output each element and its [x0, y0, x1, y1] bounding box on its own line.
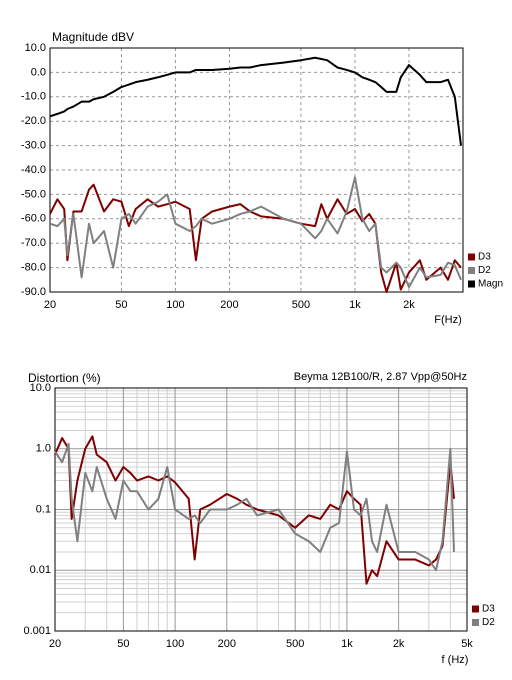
- legend-swatch: [468, 253, 475, 261]
- y-tick-label: -80.0: [21, 262, 46, 274]
- legend-swatch: [472, 619, 479, 626]
- chart-title: Magnitude dBV: [52, 30, 134, 44]
- y-tick-label: -50.0: [21, 188, 46, 200]
- x-tick-label: 500: [286, 638, 304, 650]
- x-tick-label: 20: [44, 299, 56, 311]
- x-tick-label: 100: [166, 638, 184, 650]
- x-tick-label: 1k: [349, 299, 361, 311]
- legend-swatch: [468, 280, 475, 288]
- y-tick-label: -10.0: [21, 91, 46, 103]
- y-tick-label: 0.01: [30, 564, 51, 576]
- y-tick-label: -60.0: [21, 213, 46, 225]
- x-tick-label: 1k: [341, 638, 353, 650]
- series-line: [54, 442, 455, 572]
- series-line: [49, 56, 463, 146]
- y-tick-label: 10.0: [30, 382, 51, 394]
- x-tick-label: 50: [115, 299, 127, 311]
- x-tick-label: 20: [49, 638, 61, 650]
- x-tick-label: 100: [166, 299, 184, 311]
- y-tick-label: -90.0: [21, 286, 46, 298]
- y-tick-label: 0.001: [23, 625, 51, 637]
- y-tick-label: 10.0: [25, 42, 46, 54]
- y-tick-label: -30.0: [21, 140, 46, 152]
- x-tick-label: 50: [117, 638, 129, 650]
- y-tick-label: -40.0: [21, 164, 46, 176]
- y-tick-label: 1.0: [36, 443, 51, 455]
- plot-frame: [49, 47, 464, 293]
- x-tick-label: 2k: [403, 299, 415, 311]
- series-line: [49, 183, 462, 293]
- series-line: [54, 435, 455, 585]
- y-tick-label: -70.0: [21, 237, 46, 249]
- x-axis-label: f (Hz): [442, 654, 469, 666]
- chart-title: Distortion (%): [28, 371, 101, 385]
- legend-label: D2: [482, 617, 495, 628]
- legend-swatch: [472, 605, 479, 613]
- legend-swatch: [468, 267, 475, 274]
- y-tick-label: 0.0: [31, 66, 46, 78]
- x-tick-label: 200: [220, 299, 238, 311]
- y-tick-label: 0.1: [36, 503, 51, 515]
- x-tick-label: 5k: [461, 638, 473, 650]
- x-tick-label: 500: [292, 299, 310, 311]
- chart-subtitle: Beyma 12B100/R, 2.87 Vpp@50Hz: [294, 371, 467, 383]
- legend-label: D2: [478, 265, 491, 276]
- y-tick-label: -20.0: [21, 115, 46, 127]
- legend-label: Magn: [478, 279, 503, 290]
- series-line: [49, 176, 462, 289]
- legend-label: D3: [482, 604, 495, 615]
- legend-label: D3: [478, 252, 491, 263]
- x-tick-label: 200: [218, 638, 236, 650]
- plot-frame: [54, 387, 468, 632]
- x-tick-label: 2k: [393, 638, 405, 650]
- x-axis-label: F(Hz): [434, 314, 462, 326]
